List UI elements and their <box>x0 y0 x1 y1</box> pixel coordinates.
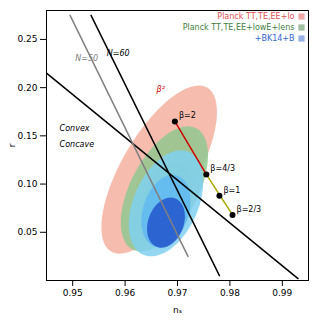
svg-text:N=60: N=60 <box>107 49 130 58</box>
svg-text:0.10: 0.10 <box>17 179 37 189</box>
svg-text:β=2/3: β=2/3 <box>237 205 262 214</box>
svg-text:r: r <box>7 143 17 147</box>
svg-text:0.20: 0.20 <box>17 83 37 93</box>
svg-text:0.96: 0.96 <box>115 288 135 298</box>
svg-text:0.95: 0.95 <box>63 288 83 298</box>
svg-text:0.99: 0.99 <box>272 288 292 298</box>
svg-text:0.15: 0.15 <box>17 131 37 141</box>
svg-text:Concave: Concave <box>60 140 95 149</box>
svg-text:Convex: Convex <box>60 124 90 133</box>
svg-text:0.97: 0.97 <box>167 288 187 298</box>
svg-text:Planck TT,TE,EE+lowE+lens: Planck TT,TE,EE+lowE+lens <box>183 23 295 32</box>
svg-text:N=50: N=50 <box>75 54 98 63</box>
svg-text:Planck TT,TE,EE+lo: Planck TT,TE,EE+lo <box>217 12 294 21</box>
svg-text:0.25: 0.25 <box>17 34 37 44</box>
svg-text:nₛ: nₛ <box>173 305 182 315</box>
svg-text:+BK14+B: +BK14+B <box>255 34 295 43</box>
svg-text:β=1: β=1 <box>223 186 240 195</box>
svg-text:β=4/3: β=4/3 <box>210 164 235 173</box>
svg-text:β=2: β=2 <box>179 111 196 120</box>
svg-text:0.05: 0.05 <box>17 227 37 237</box>
svg-text:0.98: 0.98 <box>220 288 240 298</box>
svg-text:β²: β² <box>156 85 166 94</box>
